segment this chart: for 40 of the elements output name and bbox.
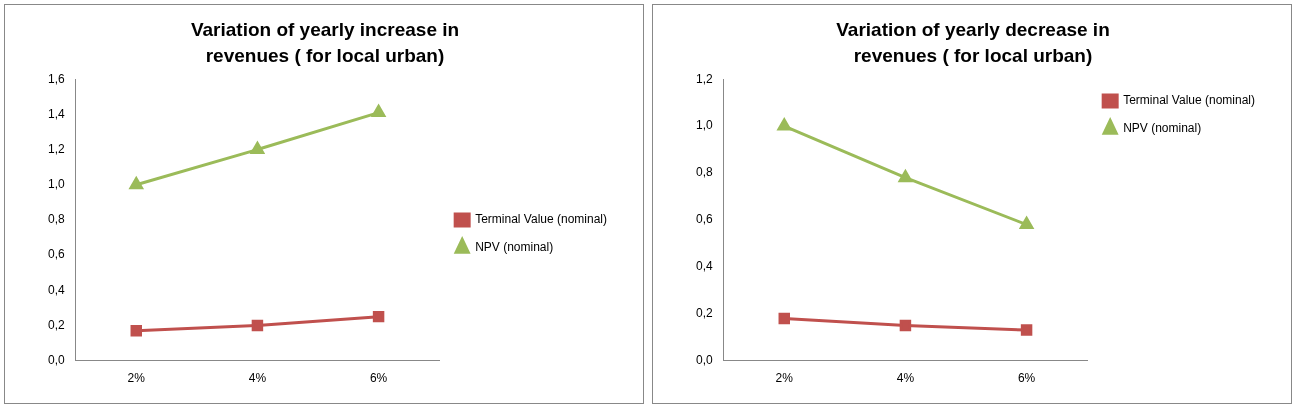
legend-label: NPV (nominal): [1123, 121, 1202, 136]
legend-label: Terminal Value (nominal): [475, 212, 608, 227]
y-tick-label: 1,0: [47, 177, 65, 192]
legend-label: NPV (nominal): [475, 240, 554, 255]
point: [371, 105, 386, 118]
point: [250, 142, 265, 155]
y-tick-label: 1,0: [695, 118, 713, 133]
chart-title: Variation of yearly decrease in revenues ( for local urban): [835, 18, 1111, 68]
chart-title: Variation of yearly increase in revenues ( for local urban): [189, 18, 461, 68]
x-tick-label: 2%: [775, 371, 794, 386]
point: [898, 170, 913, 183]
point: [130, 324, 143, 337]
point: [777, 118, 791, 131]
x-tick-label: 2%: [127, 371, 146, 386]
point: [778, 312, 791, 325]
y-tick-label: 1,6: [47, 71, 65, 86]
y-tick-label: 0,8: [47, 212, 65, 227]
x-tick-label: 6%: [1017, 371, 1036, 386]
y-tick-label: 0,6: [47, 247, 65, 262]
point: [372, 310, 385, 323]
y-tick-label: 0,2: [695, 306, 713, 321]
legend-label: Terminal Value (nominal): [1123, 93, 1256, 108]
y-tick-label: 0,0: [695, 352, 713, 367]
y-tick-label: 1,2: [47, 141, 65, 156]
y-tick-label: 0,2: [47, 317, 65, 332]
x-tick-label: 4%: [248, 371, 267, 386]
y-tick-label: 0,4: [47, 282, 65, 297]
y-tick-label: 0,8: [695, 165, 713, 180]
point: [1019, 217, 1034, 230]
y-tick-label: 1,2: [695, 71, 713, 86]
y-tick-label: 0,0: [47, 352, 65, 367]
y-tick-label: 1,4: [47, 106, 65, 121]
y-tick-label: 0,6: [695, 212, 713, 227]
y-tick-label: 0,4: [695, 259, 713, 274]
point: [1020, 324, 1033, 336]
point: [251, 319, 264, 332]
x-tick-label: 6%: [369, 371, 388, 386]
point: [899, 319, 912, 332]
point: [129, 177, 143, 190]
x-tick-label: 4%: [896, 371, 915, 386]
